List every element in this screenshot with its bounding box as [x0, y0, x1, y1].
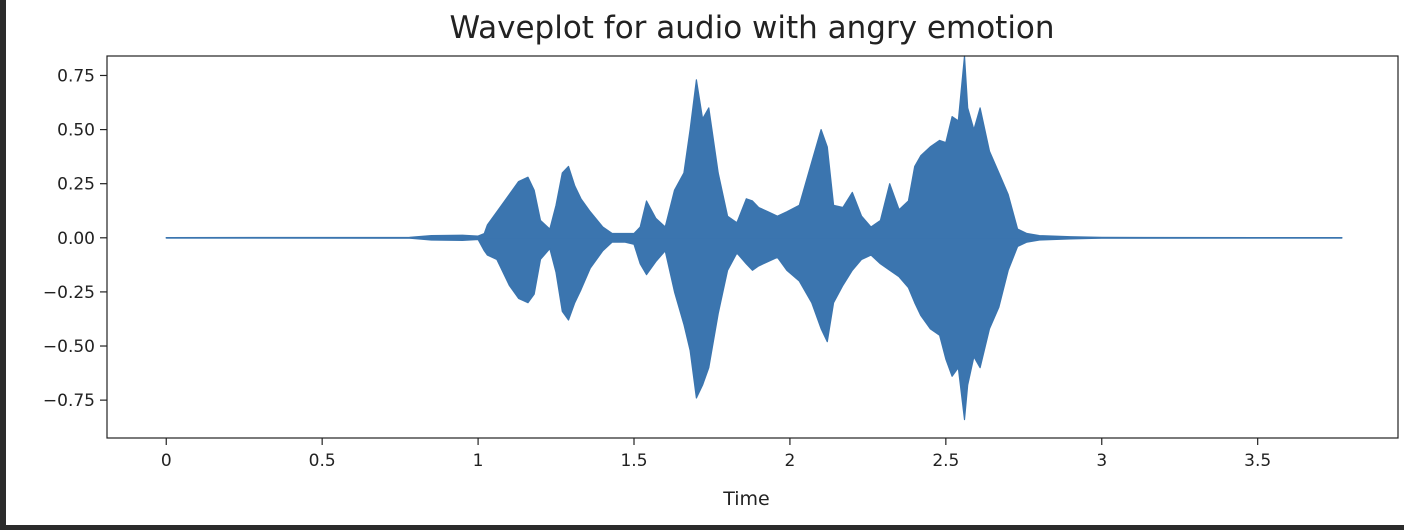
plot-area: [165, 55, 1343, 421]
y-tick-label: 0.25: [57, 175, 95, 195]
axes-frame: [106, 55, 1399, 439]
x-axis-label: Time: [722, 488, 770, 510]
y-tick-label: −0.75: [43, 391, 95, 411]
x-tick-label: 3.5: [1244, 451, 1271, 471]
x-tick-label: 0.5: [309, 451, 336, 471]
y-axis: 0.75 0.50 0.25 0.00 −0.25 −0.50 −0.75: [43, 66, 107, 411]
x-tick-label: 2.5: [932, 451, 959, 471]
y-tick-label: −0.25: [43, 283, 95, 303]
y-tick-label: 0.50: [57, 121, 95, 141]
x-axis: 0 0.5 1 1.5 2 2.5 3 3.5: [161, 438, 1271, 471]
y-tick-label: 0.75: [57, 66, 95, 86]
x-tick-label: 0: [161, 451, 172, 471]
y-tick-label: −0.50: [43, 337, 95, 357]
chart-title: Waveplot for audio with angry emotion: [449, 10, 1054, 46]
x-tick-label: 1: [473, 451, 484, 471]
x-tick-label: 2: [785, 451, 796, 471]
x-tick-label: 1.5: [620, 451, 647, 471]
y-tick-label: 0.00: [57, 229, 95, 249]
x-tick-label: 3: [1096, 451, 1107, 471]
